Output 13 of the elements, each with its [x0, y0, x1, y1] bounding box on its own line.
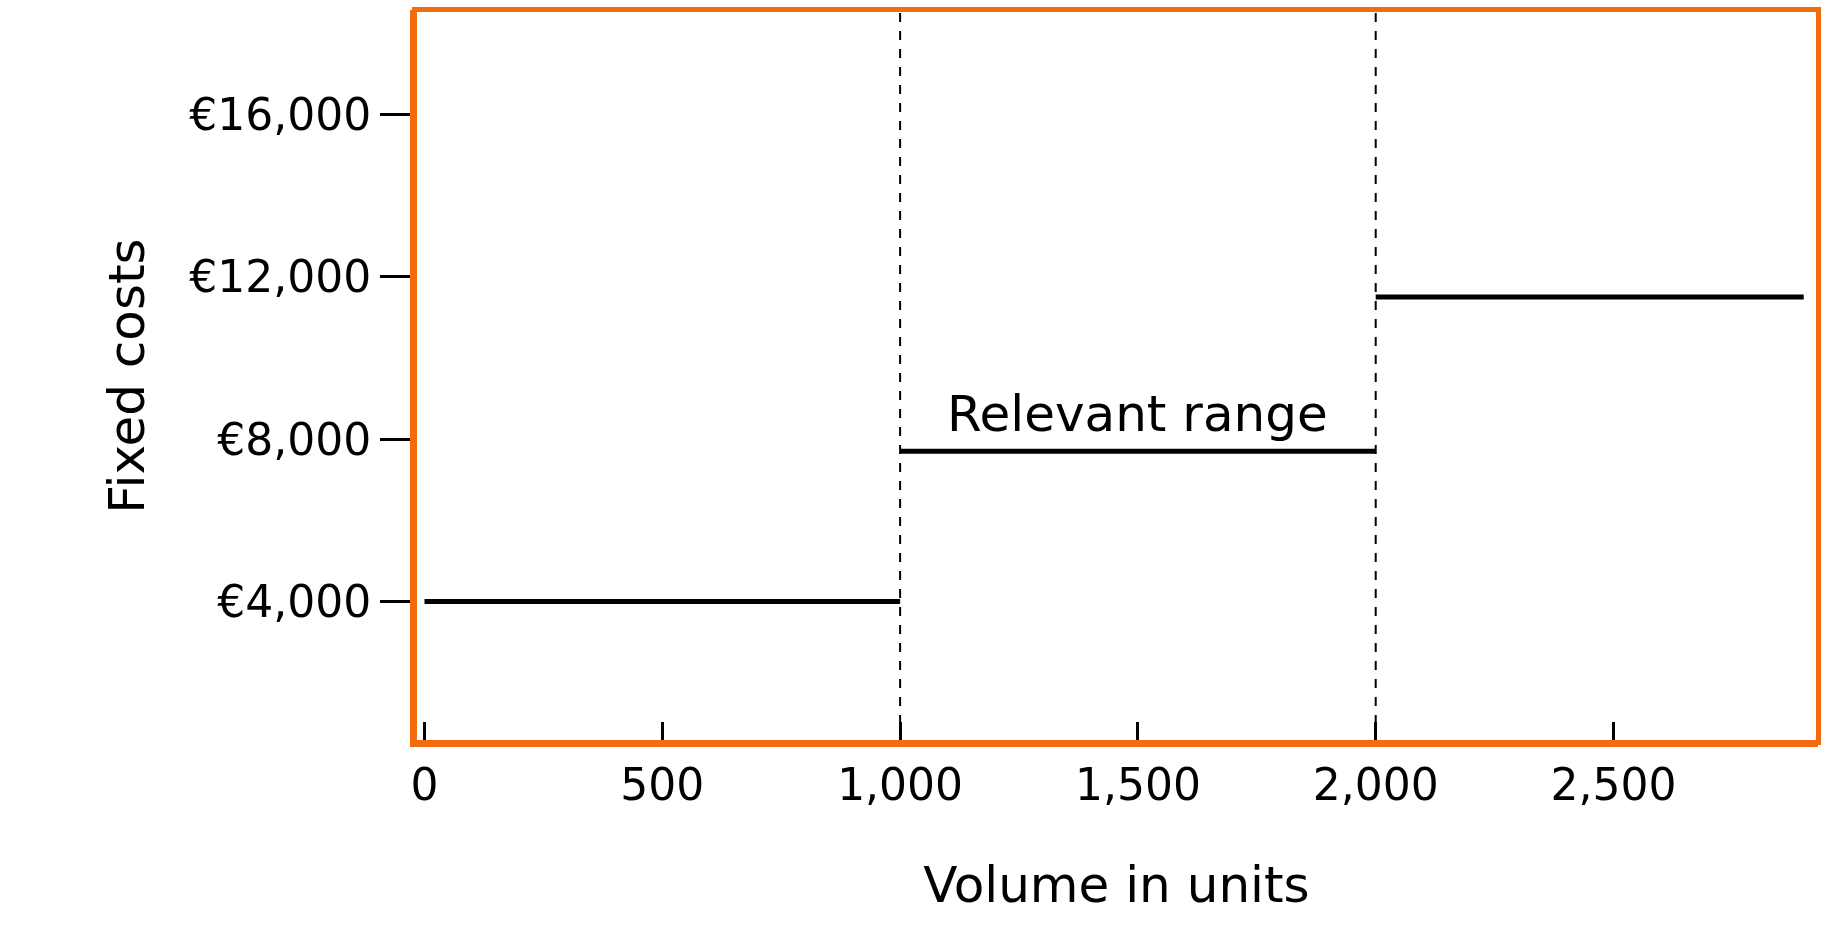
y-tick-label: €12,000 [189, 251, 372, 303]
y-axis-title: Fixed costs [98, 238, 157, 514]
x-axis-title: Volume in units [923, 856, 1310, 915]
annotation: Relevant range [947, 385, 1328, 443]
x-tick-label: 2,500 [1550, 758, 1677, 810]
x-tick-label: 0 [410, 758, 439, 810]
x-tick-label: 2,000 [1312, 758, 1439, 810]
y-tick-label: €16,000 [189, 88, 372, 140]
x-tick-label: 1,500 [1074, 758, 1201, 810]
x-tick-label: 500 [620, 758, 705, 810]
y-tick-label: €8,000 [217, 413, 372, 465]
x-tick-label: 1,000 [837, 758, 964, 810]
y-tick-label: €4,000 [217, 575, 372, 627]
